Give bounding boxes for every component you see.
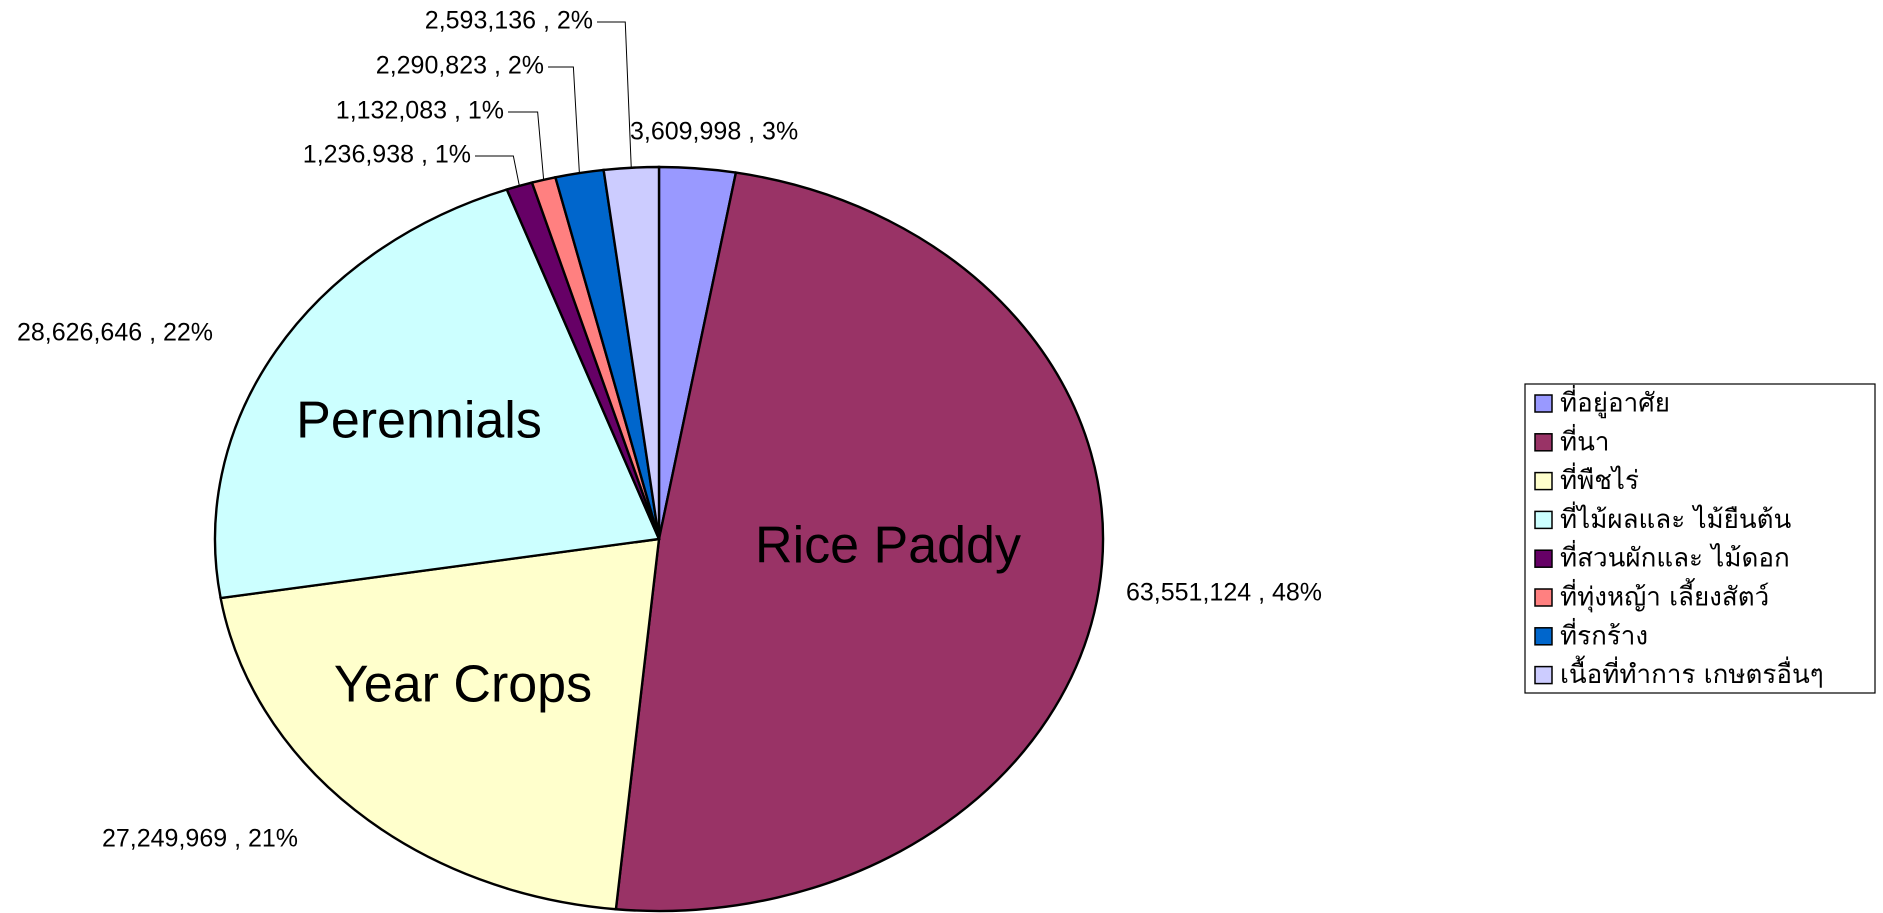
pie-slice	[614, 171, 1105, 913]
legend-swatch	[1534, 665, 1553, 685]
legend-label: ที่สวนผักและ ไม้ดอก	[1560, 540, 1790, 574]
legend-swatch	[1534, 471, 1553, 491]
data-label: 3,609,998 , 3%	[630, 118, 798, 146]
legend-label: ที่รกร้าง	[1560, 617, 1648, 651]
legend-swatch	[1534, 433, 1553, 452]
pie-slice	[602, 165, 661, 540]
data-label: 63,551,124 , 48%	[1126, 579, 1322, 607]
leader-line	[475, 155, 520, 186]
legend-swatch	[1534, 627, 1553, 646]
legend-swatch	[1534, 588, 1553, 607]
legend-label: ที่นา	[1560, 423, 1610, 457]
leader-line	[597, 21, 632, 168]
pie-slice	[219, 537, 661, 911]
leader-line	[508, 111, 545, 180]
pie-slice	[213, 188, 661, 600]
data-label: 1,132,083 , 1%	[336, 97, 504, 125]
legend-swatch	[1534, 510, 1553, 530]
slice-annotation: Perennials	[296, 392, 542, 450]
data-label: 28,626,646 , 22%	[17, 319, 213, 347]
leader-line	[548, 66, 580, 174]
slice-annotation: Rice Paddy	[755, 517, 1021, 575]
legend-label: ที่พืชไร่	[1560, 462, 1639, 496]
data-label: 27,249,969 , 21%	[102, 825, 298, 853]
slice-annotation: Year Crops	[334, 656, 592, 714]
legend-label: ที่อยู่อาศัย	[1560, 385, 1670, 419]
legend-label: เนื้อที่ทำการ เกษตรอื่นๆ	[1560, 655, 1824, 690]
legend-label: ที่ทุ่งหญ้า เลี้ยงสัตว์	[1560, 578, 1769, 613]
data-label: 2,593,136 , 2%	[425, 7, 593, 35]
legend-box	[1524, 383, 1876, 694]
legend-swatch	[1534, 394, 1553, 413]
legend-swatch	[1534, 549, 1553, 568]
legend-label: ที่ไม้ผลและ ไม้ยืนต้น	[1560, 501, 1792, 535]
data-label: 2,290,823 , 2%	[376, 52, 544, 80]
data-label: 1,236,938 , 1%	[303, 141, 471, 169]
